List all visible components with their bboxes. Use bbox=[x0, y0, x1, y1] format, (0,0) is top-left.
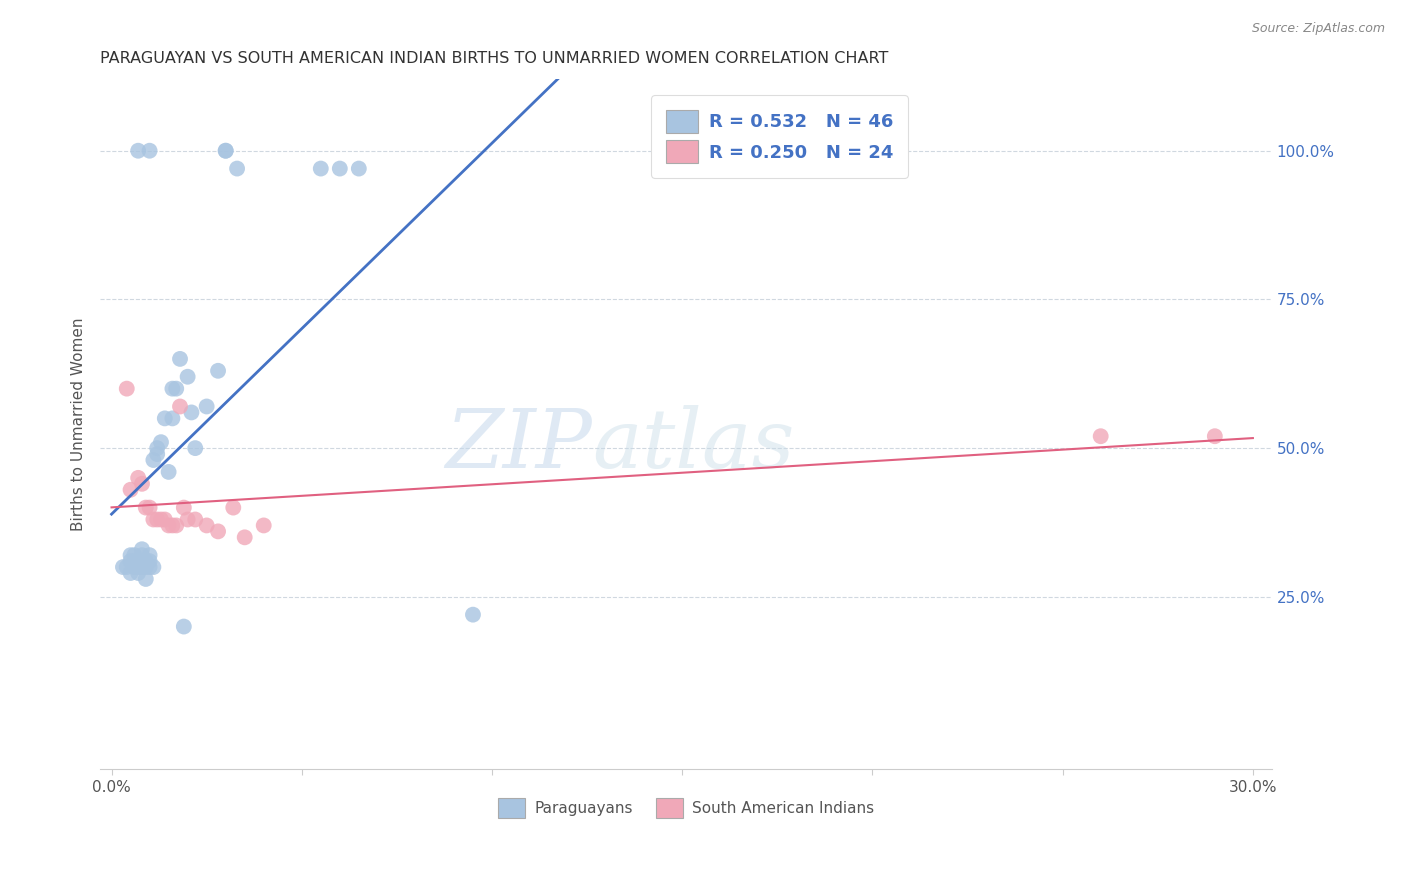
Point bbox=[165, 382, 187, 396]
Point bbox=[253, 518, 276, 533]
Point bbox=[124, 548, 146, 562]
Text: Source: ZipAtlas.com: Source: ZipAtlas.com bbox=[1251, 22, 1385, 36]
Point bbox=[347, 161, 370, 176]
Point bbox=[215, 144, 238, 158]
Point bbox=[1204, 429, 1226, 443]
Point bbox=[138, 548, 160, 562]
Legend: Paraguayans, South American Indians: Paraguayans, South American Indians bbox=[492, 792, 880, 823]
Point bbox=[111, 560, 134, 574]
Point bbox=[162, 382, 184, 396]
Point bbox=[146, 512, 169, 526]
Point bbox=[124, 560, 146, 574]
Point bbox=[115, 560, 138, 574]
Point bbox=[127, 566, 149, 580]
Point bbox=[173, 619, 195, 633]
Point bbox=[180, 405, 202, 419]
Point bbox=[131, 476, 153, 491]
Point bbox=[138, 560, 160, 574]
Point bbox=[142, 453, 165, 467]
Point bbox=[1090, 429, 1112, 443]
Point bbox=[169, 400, 191, 414]
Point bbox=[150, 435, 173, 450]
Point bbox=[135, 554, 157, 568]
Point bbox=[135, 560, 157, 574]
Point bbox=[195, 518, 218, 533]
Point bbox=[184, 512, 207, 526]
Point bbox=[120, 483, 142, 497]
Point bbox=[131, 542, 153, 557]
Point bbox=[162, 518, 184, 533]
Point bbox=[127, 471, 149, 485]
Point bbox=[131, 560, 153, 574]
Point bbox=[207, 524, 229, 539]
Point bbox=[222, 500, 245, 515]
Point bbox=[173, 500, 195, 515]
Point bbox=[135, 572, 157, 586]
Point bbox=[157, 518, 180, 533]
Point bbox=[124, 554, 146, 568]
Point bbox=[127, 144, 149, 158]
Point bbox=[162, 411, 184, 425]
Point bbox=[461, 607, 484, 622]
Point bbox=[146, 447, 169, 461]
Point bbox=[115, 382, 138, 396]
Point bbox=[165, 518, 187, 533]
Point bbox=[226, 161, 249, 176]
Point bbox=[120, 554, 142, 568]
Text: PARAGUAYAN VS SOUTH AMERICAN INDIAN BIRTHS TO UNMARRIED WOMEN CORRELATION CHART: PARAGUAYAN VS SOUTH AMERICAN INDIAN BIRT… bbox=[100, 51, 889, 66]
Point bbox=[176, 512, 198, 526]
Point bbox=[131, 548, 153, 562]
Point bbox=[135, 500, 157, 515]
Point bbox=[142, 512, 165, 526]
Y-axis label: Births to Unmarried Women: Births to Unmarried Women bbox=[72, 318, 86, 531]
Point bbox=[309, 161, 332, 176]
Point bbox=[142, 560, 165, 574]
Point bbox=[329, 161, 352, 176]
Point bbox=[138, 554, 160, 568]
Point bbox=[138, 144, 160, 158]
Point bbox=[146, 441, 169, 455]
Point bbox=[138, 500, 160, 515]
Point bbox=[215, 144, 238, 158]
Text: atlas: atlas bbox=[592, 405, 794, 485]
Point bbox=[157, 465, 180, 479]
Point bbox=[233, 530, 256, 544]
Point bbox=[120, 548, 142, 562]
Point bbox=[176, 369, 198, 384]
Point bbox=[150, 512, 173, 526]
Text: ZIP: ZIP bbox=[446, 405, 592, 485]
Point bbox=[207, 364, 229, 378]
Point bbox=[127, 554, 149, 568]
Point bbox=[127, 560, 149, 574]
Point bbox=[184, 441, 207, 455]
Point bbox=[169, 351, 191, 366]
Point bbox=[153, 512, 176, 526]
Point bbox=[153, 411, 176, 425]
Point bbox=[195, 400, 218, 414]
Point bbox=[120, 566, 142, 580]
